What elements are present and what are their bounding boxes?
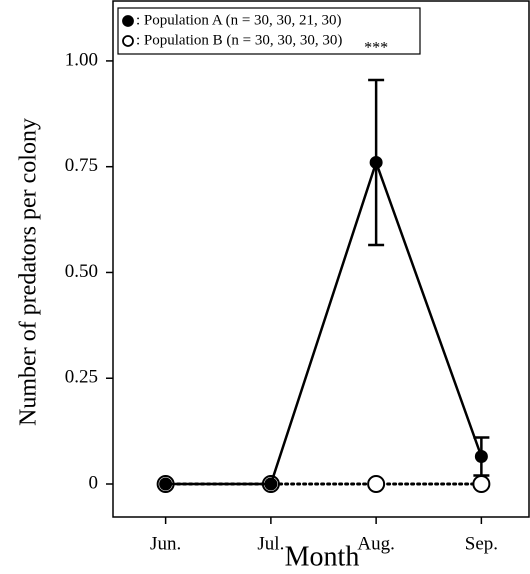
legend-label: : Population A (n = 30, 30, 21, 30) [136,12,342,28]
legend-box [117,7,421,55]
x-tick-label: Sep. [465,533,498,554]
data-point [474,450,488,463]
x-tick-label: Jun. [150,533,181,554]
y-tick-label: 0.75 [65,155,98,176]
x-tick-label: Jul. [257,533,284,554]
y-tick-label: 0.50 [65,261,98,282]
plot-frame [112,0,530,518]
data-point [369,155,383,169]
data-point [367,475,386,493]
data-point [159,477,173,491]
x-tick-label: Aug. [357,533,394,554]
x-axis-label: Month [285,541,360,572]
legend-marker [122,35,134,47]
legend-label: : Population B (n = 30, 30, 30, 30) [136,32,342,48]
series-line [164,158,483,486]
y-axis-label: Number of predators per colony [16,118,42,426]
data-point [472,475,491,493]
y-tick-label: 1.00 [65,49,98,70]
y-tick-label: 0.25 [65,367,98,388]
y-tick-label: 0 [89,472,99,493]
annotation: *** [364,40,388,57]
legend-marker [122,15,134,27]
data-point [264,477,278,491]
